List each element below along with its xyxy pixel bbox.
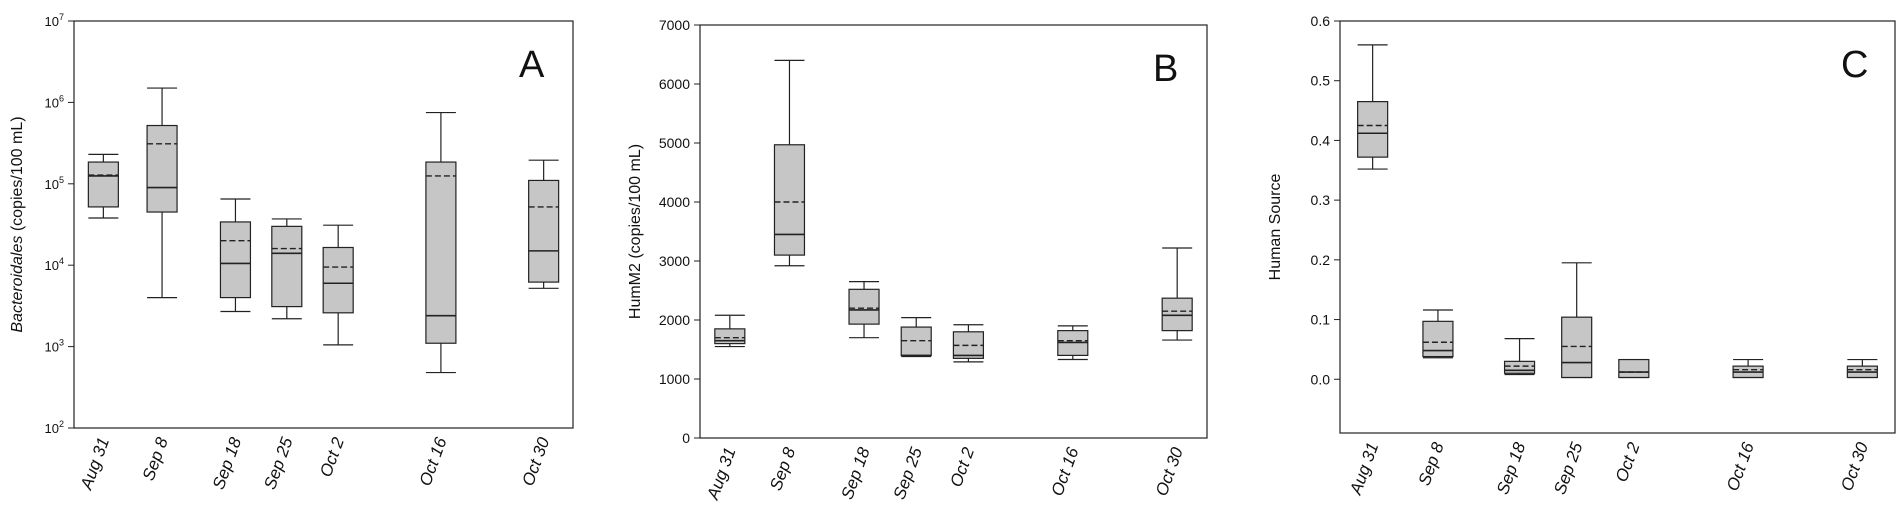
iqr-box bbox=[1161, 297, 1193, 332]
panel-b-box-plot bbox=[900, 317, 932, 358]
panel-c-y-tick-label: 0.2 bbox=[1311, 252, 1331, 268]
panel-b-x-tick-label: Oct 30 bbox=[1152, 444, 1187, 498]
panel-b-y-ticks: 0 1000 2000 3000 4000 5000 6000 7000 bbox=[659, 17, 700, 446]
panel-b-y-tick-label: 1000 bbox=[659, 371, 690, 387]
panel-b-x-labels: Aug 31 Sep 8 Sep 18 Sep 25 Oct 2 Oct 16 Oct 30 bbox=[703, 444, 1187, 503]
panel-a-x-tick-label: Sep 18 bbox=[209, 434, 245, 492]
panel-b-box-plot bbox=[1057, 325, 1089, 361]
panel-b-box-plot bbox=[714, 314, 746, 348]
panel-a-x-tick-label: Oct 2 bbox=[316, 434, 348, 479]
panel-b-x-tick-label: Oct 2 bbox=[946, 444, 978, 489]
panel-b-box-plot bbox=[952, 324, 985, 363]
panel-c-y-tick-label: 0.3 bbox=[1311, 192, 1331, 208]
panel-c-y-tick-label: 0.0 bbox=[1311, 371, 1331, 387]
iqr-box bbox=[773, 144, 806, 256]
panel-c-frame bbox=[1339, 20, 1896, 434]
panel-b-y-axis-label: HumM2 (copies/100 mL) bbox=[627, 144, 644, 319]
panel-c-label: C bbox=[1841, 44, 1868, 86]
panel-b-label: B bbox=[1153, 48, 1178, 90]
panel-c-x-tick-label: Sep 25 bbox=[1550, 439, 1586, 497]
panel-c-x-tick-label: Oct 30 bbox=[1837, 439, 1872, 493]
panel-c-x-tick-label: Oct 16 bbox=[1723, 439, 1758, 493]
panel-a-y-tick-label: 102 bbox=[45, 419, 64, 436]
panel-c-boxes bbox=[1357, 44, 1878, 379]
iqr-box bbox=[146, 124, 178, 213]
panel-a-box-plot bbox=[271, 218, 303, 320]
panel-a-label: A bbox=[519, 44, 545, 86]
panel-b-y-tick-label: 7000 bbox=[659, 17, 690, 33]
iqr-box bbox=[1503, 360, 1536, 374]
panel-b-x-tick-label: Sep 25 bbox=[890, 444, 926, 502]
iqr-box bbox=[1618, 358, 1650, 379]
panel-a-y-tick-label: 107 bbox=[45, 12, 64, 29]
panel-b-box-plot bbox=[848, 281, 880, 339]
panel-b-box-plot bbox=[1161, 247, 1193, 341]
panel-b-y-tick-label: 0 bbox=[682, 430, 690, 446]
panel-a-x-tick-label: Oct 30 bbox=[518, 434, 553, 488]
panel-a-frame bbox=[73, 20, 574, 429]
panel-c-x-labels: Aug 31 Sep 8 Sep 18 Sep 25 Oct 2 Oct 16 Oct 30 bbox=[1346, 439, 1873, 498]
panel-c-y-axis-label: Human Source bbox=[1267, 174, 1284, 281]
panel-b-y-tick-label: 5000 bbox=[659, 135, 690, 151]
panel-b-x-tick-label: Aug 31 bbox=[703, 445, 740, 503]
panel-c-box-plot bbox=[1503, 338, 1536, 376]
panel-c-x-tick-label: Sep 8 bbox=[1415, 439, 1448, 488]
panel-c-y-tick-label: 0.1 bbox=[1311, 312, 1331, 328]
panel-a-x-tick-label: Sep 25 bbox=[260, 434, 296, 492]
panel-a-x-labels: Aug 31 Sep 8 Sep 18 Sep 25 Oct 2 Oct 16 Oct 30 bbox=[76, 434, 553, 493]
panel-c-box-plot bbox=[1618, 358, 1650, 379]
panel-c-box-plot bbox=[1846, 358, 1878, 379]
panel-c-box-plot bbox=[1732, 358, 1764, 379]
panel-a-x-tick-label: Aug 31 bbox=[76, 435, 113, 493]
panel-a-box-plot bbox=[87, 153, 119, 219]
panel-a-box-plot bbox=[322, 224, 354, 346]
iqr-box bbox=[219, 221, 252, 299]
panel-b-box-plot bbox=[773, 59, 806, 267]
panel-a-y-tick-label: 106 bbox=[45, 93, 64, 110]
panel-a-box-plot bbox=[425, 111, 457, 374]
panel-a-boxes bbox=[87, 87, 560, 374]
panel-c-y-tick-label: 0.6 bbox=[1311, 13, 1331, 29]
panel-a-x-tick-label: Sep 8 bbox=[139, 434, 172, 483]
panel-b: 0 1000 2000 3000 4000 5000 6000 7000 HumM2 (copi… bbox=[627, 17, 1208, 503]
panel-a-y-tick-label: 103 bbox=[45, 338, 64, 355]
panel-b-y-tick-label: 4000 bbox=[659, 194, 690, 210]
iqr-box bbox=[1357, 101, 1389, 158]
panel-b-y-tick-label: 2000 bbox=[659, 312, 690, 328]
iqr-box bbox=[528, 179, 560, 283]
panel-c-x-tick-label: Aug 31 bbox=[1346, 440, 1383, 498]
panel-b-x-tick-label: Sep 18 bbox=[838, 444, 874, 502]
panel-a-y-tick-label: 105 bbox=[45, 175, 64, 192]
panel-a: 102 103 104 105 106 107 Bacteroidales (copies/… bbox=[9, 12, 574, 493]
panel-a-box-plot bbox=[219, 198, 252, 313]
panel-b-y-tick-label: 3000 bbox=[659, 253, 690, 269]
iqr-box bbox=[322, 246, 354, 314]
panel-b-x-tick-label: Oct 16 bbox=[1048, 444, 1083, 498]
iqr-box bbox=[1561, 316, 1593, 379]
panel-b-y-tick-label: 6000 bbox=[659, 76, 690, 92]
panel-a-box-plot bbox=[528, 159, 560, 289]
panel-c-box-plot bbox=[1561, 262, 1593, 379]
panel-c-x-tick-label: Sep 18 bbox=[1493, 439, 1529, 497]
panel-b-boxes bbox=[714, 59, 1193, 363]
panel-c-y-ticks: 0.0 0.1 0.2 0.3 0.4 0.5 0.6 bbox=[1311, 13, 1340, 387]
panel-a-y-axis-label: Bacteroidales (copies/100 mL) bbox=[9, 116, 26, 332]
iqr-box bbox=[271, 225, 303, 308]
panel-c-y-tick-label: 0.4 bbox=[1311, 132, 1331, 148]
panel-b-x-tick-label: Sep 8 bbox=[766, 444, 799, 493]
panel-c-y-tick-label: 0.5 bbox=[1311, 73, 1331, 89]
panel-a-box-plot bbox=[146, 87, 178, 299]
panel-c-box-plot bbox=[1422, 309, 1454, 359]
panel-a-y-tick-label: 104 bbox=[45, 256, 64, 273]
panel-c-x-tick-label: Oct 2 bbox=[1612, 439, 1644, 484]
iqr-box bbox=[848, 288, 880, 325]
panel-c: 0.0 0.1 0.2 0.3 0.4 0.5 0.6 Human Source C Aug 31… bbox=[1267, 13, 1896, 498]
panel-b-frame bbox=[699, 24, 1208, 439]
iqr-box bbox=[87, 161, 119, 208]
iqr-box bbox=[425, 161, 457, 344]
panel-a-y-ticks: 102 103 104 105 106 107 bbox=[45, 12, 74, 436]
panel-c-box-plot bbox=[1357, 44, 1389, 170]
panel-a-x-tick-label: Oct 16 bbox=[416, 434, 451, 488]
